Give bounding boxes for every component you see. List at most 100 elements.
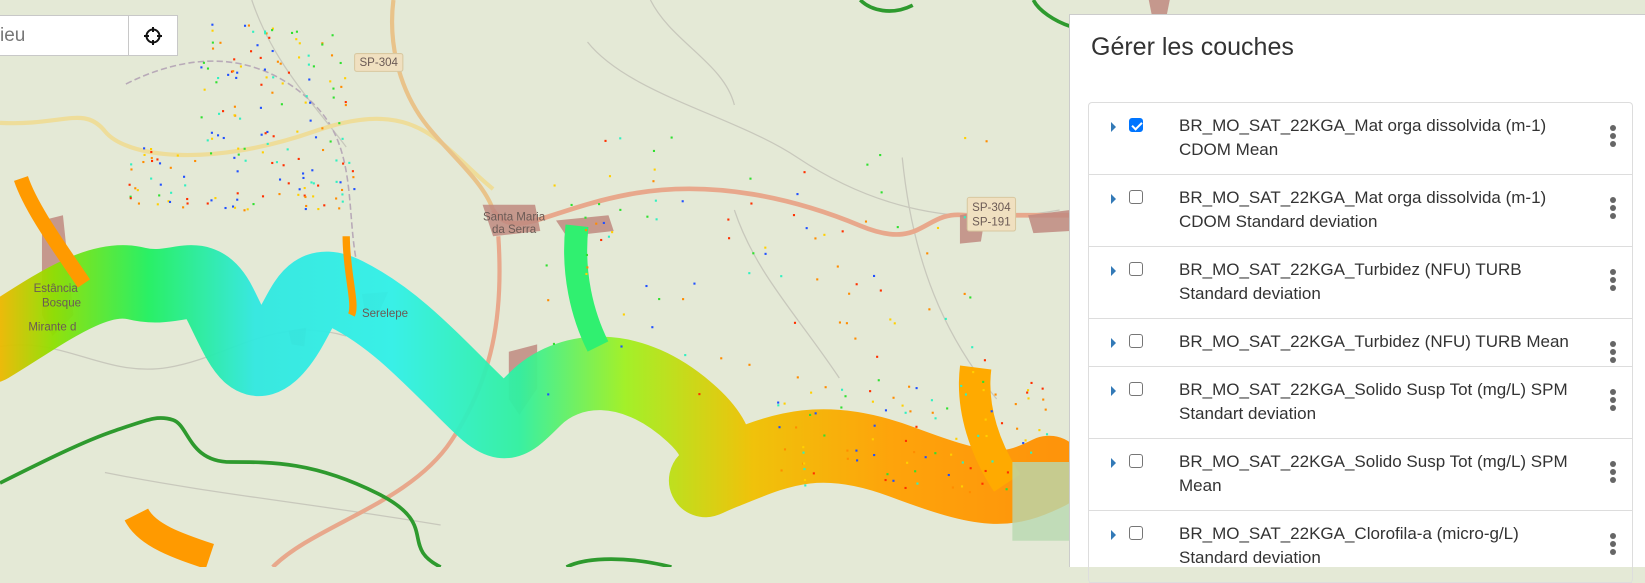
wetland — [1012, 462, 1071, 541]
raster-pixel — [233, 156, 236, 159]
raster-pixel — [1000, 422, 1004, 425]
raster-pixel — [961, 461, 964, 464]
layer-visibility-checkbox[interactable] — [1129, 118, 1143, 132]
raster-pixel — [1030, 451, 1033, 454]
raster-pixel — [602, 221, 605, 225]
raster-pixel — [321, 43, 324, 46]
layer-name-line2: Standard deviation — [1179, 284, 1321, 303]
raster-pixel — [219, 41, 222, 44]
raster-pixel — [261, 195, 265, 198]
raster-pixel — [211, 137, 214, 140]
svg-text:SP-304: SP-304 — [360, 57, 399, 69]
more-options-icon[interactable] — [1610, 197, 1616, 221]
expand-caret-icon[interactable] — [1111, 338, 1116, 348]
raster-pixel — [969, 467, 972, 470]
raster-pixel — [963, 292, 966, 295]
raster-pixel — [271, 161, 274, 165]
raster-pixel — [263, 68, 266, 71]
raster-pixel — [848, 292, 851, 295]
raster-pixel — [150, 177, 153, 180]
raster-pixel — [1042, 398, 1045, 401]
raster-pixel — [836, 265, 839, 268]
expand-caret-icon[interactable] — [1111, 458, 1116, 468]
raster-pixel — [670, 136, 673, 139]
crosshair-icon — [144, 26, 162, 45]
panel-title: Gérer les couches — [1091, 33, 1294, 61]
layer-name-line2: Standard deviation — [1179, 548, 1321, 567]
raster-pixel — [332, 96, 335, 99]
more-options-icon[interactable] — [1610, 269, 1616, 293]
expand-caret-icon[interactable] — [1111, 386, 1116, 396]
raster-pixel — [194, 159, 197, 163]
raster-pixel — [259, 106, 262, 109]
more-options-icon[interactable] — [1610, 125, 1616, 149]
more-options-icon[interactable] — [1610, 341, 1616, 365]
raster-pixel — [311, 169, 314, 172]
raster-pixel — [317, 184, 320, 187]
raster-pixel — [844, 395, 847, 398]
layer-visibility-checkbox[interactable] — [1129, 454, 1143, 468]
raster-pixel — [824, 386, 827, 389]
search-input[interactable] — [0, 16, 129, 55]
raster-pixel — [235, 76, 238, 79]
raster-pixel — [312, 195, 315, 198]
expand-caret-icon[interactable] — [1111, 194, 1116, 204]
raster-pixel — [866, 163, 869, 166]
raster-pixel — [210, 152, 213, 155]
expand-caret-icon[interactable] — [1111, 122, 1116, 132]
raster-pixel — [252, 203, 255, 206]
raster-pixel — [651, 326, 654, 329]
raster-pixel — [904, 439, 908, 442]
raster-pixel — [955, 437, 958, 440]
raster-pixel — [156, 158, 159, 161]
raster-pixel — [302, 172, 305, 175]
raster-pixel — [243, 24, 247, 27]
raster-pixel — [1026, 391, 1029, 394]
raster-pixel — [750, 202, 753, 205]
raster-pixel — [803, 467, 806, 471]
raster-pixel — [884, 478, 887, 482]
layer-visibility-checkbox[interactable] — [1129, 334, 1143, 348]
raster-pixel — [977, 434, 980, 437]
raster-pixel — [553, 184, 556, 187]
road-shield-sp304-top: SP-304 — [354, 53, 404, 72]
raster-pixel — [339, 181, 342, 184]
raster-pixel — [227, 73, 230, 76]
raster-pixel — [309, 101, 312, 104]
raster-pixel — [780, 275, 783, 278]
more-options-icon[interactable] — [1610, 461, 1616, 485]
raster-pixel — [877, 379, 880, 382]
raster-pixel — [151, 159, 154, 163]
raster-pixel — [884, 409, 888, 412]
raster-pixel — [969, 296, 972, 299]
more-options-icon[interactable] — [1610, 533, 1616, 557]
layer-visibility-checkbox[interactable] — [1129, 262, 1143, 276]
layer-name-line2: Mean — [1179, 476, 1222, 495]
expand-caret-icon[interactable] — [1111, 530, 1116, 540]
raster-pixel — [971, 346, 974, 349]
raster-pixel — [1016, 427, 1019, 430]
raster-pixel — [303, 187, 306, 190]
raster-pixel — [783, 402, 786, 405]
layer-visibility-checkbox[interactable] — [1129, 382, 1143, 396]
locate-button[interactable] — [129, 16, 177, 55]
raster-pixel — [222, 136, 225, 140]
raster-pixel — [823, 434, 826, 437]
raster-pixel — [915, 387, 918, 390]
raster-pixel — [317, 208, 320, 211]
layer-visibility-checkbox[interactable] — [1129, 526, 1143, 540]
raster-pixel — [805, 227, 808, 230]
layer-name-line2: Standart deviation — [1179, 404, 1317, 423]
municipal-boundary — [0, 416, 442, 567]
raster-pixel — [946, 407, 949, 410]
more-options-icon[interactable] — [1610, 389, 1616, 413]
layer-visibility-checkbox[interactable] — [1129, 190, 1143, 204]
raster-pixel — [206, 202, 209, 205]
raster-pixel — [748, 363, 751, 366]
road-sp304 — [389, 0, 496, 211]
raster-pixel — [681, 200, 684, 203]
raster-pixel — [314, 136, 318, 139]
raster-pixel — [585, 272, 588, 276]
expand-caret-icon[interactable] — [1111, 266, 1116, 276]
raster-pixel — [619, 208, 622, 211]
